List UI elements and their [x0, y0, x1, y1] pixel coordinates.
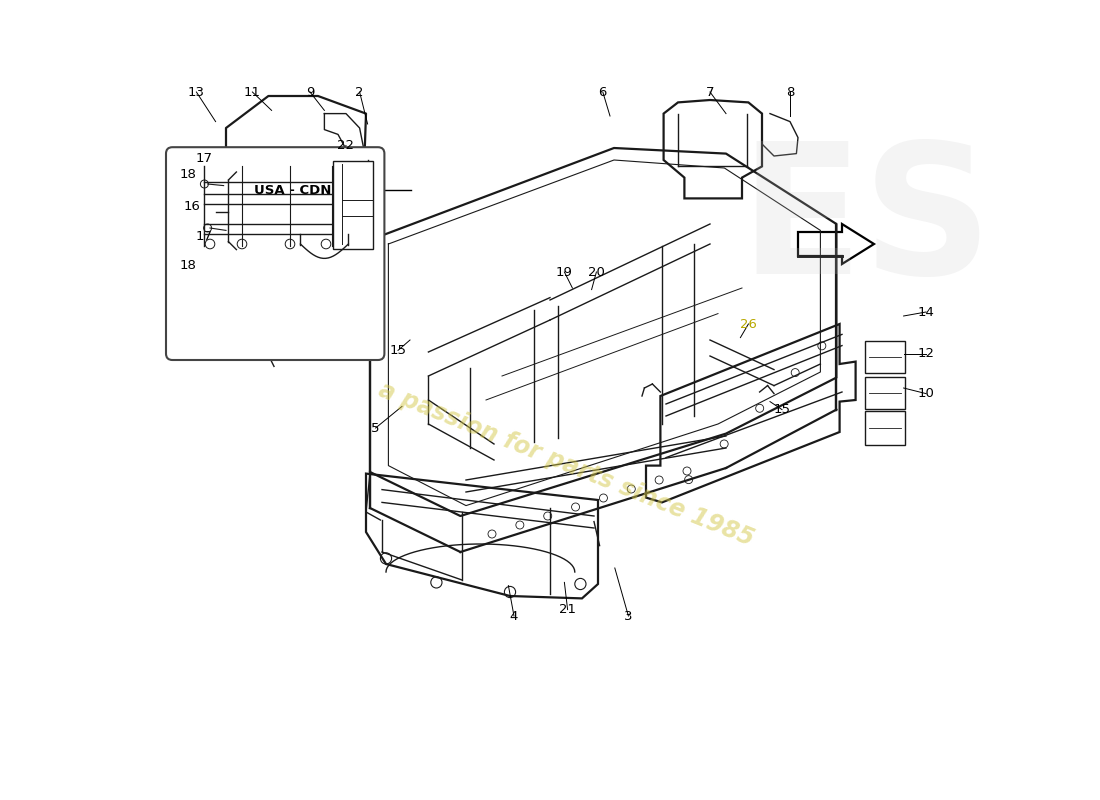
Text: 2: 2 [355, 86, 364, 98]
Text: 20: 20 [588, 266, 605, 278]
Text: 18: 18 [180, 259, 197, 272]
Text: 13: 13 [188, 86, 205, 98]
FancyBboxPatch shape [333, 161, 373, 249]
Text: 10: 10 [917, 387, 934, 400]
Text: 19: 19 [556, 266, 573, 278]
Text: 11: 11 [244, 86, 261, 98]
Text: 6: 6 [598, 86, 607, 98]
Text: 15: 15 [389, 344, 407, 357]
Text: 8: 8 [785, 86, 794, 98]
Polygon shape [798, 224, 875, 264]
Text: 26: 26 [740, 318, 757, 330]
Text: 17: 17 [196, 230, 213, 242]
Text: 17: 17 [196, 152, 213, 165]
Text: 3: 3 [624, 610, 632, 622]
Text: 12: 12 [917, 347, 935, 360]
Text: 5: 5 [372, 422, 379, 434]
Text: 7: 7 [706, 86, 714, 98]
Text: 21: 21 [559, 603, 576, 616]
FancyBboxPatch shape [166, 147, 384, 360]
Text: ES: ES [739, 136, 992, 312]
Text: 9: 9 [306, 86, 315, 98]
Text: a passion for parts since 1985: a passion for parts since 1985 [375, 378, 757, 550]
Text: 16: 16 [184, 200, 200, 213]
Text: 15: 15 [773, 403, 791, 416]
Text: 4: 4 [509, 610, 518, 622]
FancyBboxPatch shape [866, 341, 905, 373]
FancyBboxPatch shape [866, 377, 905, 409]
FancyBboxPatch shape [866, 411, 905, 445]
Text: 14: 14 [917, 306, 934, 318]
Text: USA - CDN: USA - CDN [254, 184, 331, 197]
Text: 22: 22 [338, 139, 354, 152]
Text: 18: 18 [180, 168, 197, 181]
